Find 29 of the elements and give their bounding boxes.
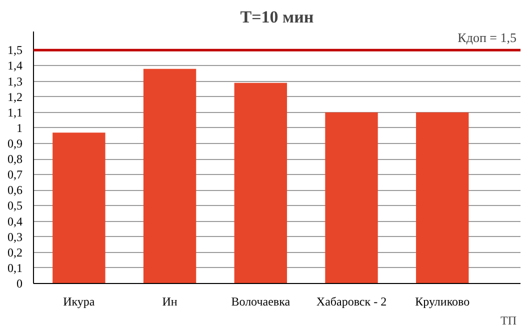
y-tick-label: 0,4 xyxy=(8,214,22,228)
y-tick-label: 0,1 xyxy=(8,260,22,275)
y-tick-label: 1,2 xyxy=(8,90,22,104)
x-tick-label: Ин xyxy=(162,294,178,308)
y-tick-label: 0 xyxy=(16,276,22,290)
y-tick-label: 0,7 xyxy=(8,168,22,182)
x-tick-label: Круликово xyxy=(415,294,470,308)
x-axis-title: ТП xyxy=(500,314,517,327)
x-tick-label: Волочаевка xyxy=(231,294,291,308)
y-tick-label: 0,8 xyxy=(8,152,22,166)
y-tick-label: 0,3 xyxy=(8,230,22,244)
y-tick-label: 1 xyxy=(16,120,22,135)
bar xyxy=(234,82,287,284)
y-tick-label: 0,2 xyxy=(8,245,22,260)
y-tick-label: 0,6 xyxy=(8,183,22,198)
y-tick-label: 0,5 xyxy=(8,198,22,213)
y-tick-label: 1,1 xyxy=(8,105,22,120)
bar xyxy=(143,68,196,284)
bar xyxy=(416,112,469,284)
bar xyxy=(52,132,106,284)
x-tick-label: Хабаровск - 2 xyxy=(316,294,387,308)
x-tick-label: Икура xyxy=(63,294,96,308)
y-tick-label: 1,5 xyxy=(8,43,22,58)
ref-line-label: Кдоп = 1,5 xyxy=(458,30,517,46)
y-tick-label: 1,4 xyxy=(8,58,22,73)
bar xyxy=(325,112,378,284)
y-tick-label: 0,9 xyxy=(8,136,22,150)
chart-title: T=10 мин xyxy=(240,8,314,26)
y-tick-label: 1,3 xyxy=(8,74,22,88)
